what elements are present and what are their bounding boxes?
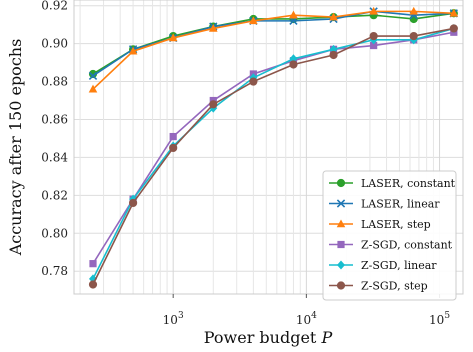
data-point (369, 31, 378, 41)
data-point (209, 100, 218, 109)
legend-swatch-marker (337, 260, 345, 270)
data-point (449, 24, 458, 33)
legend-label: LASER, step (361, 218, 431, 231)
series-z-sgd-step (88, 24, 458, 289)
y-axis-title: Accuracy after 150 epochs (6, 39, 25, 257)
data-point (89, 260, 97, 268)
legend: LASER, constant LASER, linear LASER, step Z… (322, 170, 457, 301)
legend-label: Z-SGD, step (361, 280, 428, 293)
legend-label: LASER, constant (361, 177, 456, 190)
series-line (92, 10, 454, 77)
y-tick-label: 0.84 (41, 150, 68, 164)
y-tick-label: 0.88 (41, 75, 68, 89)
x-tick-base: 10 (163, 313, 178, 327)
legend-item: LASER, linear (329, 198, 440, 211)
legend-swatch-marker (336, 219, 346, 228)
data-point (169, 143, 178, 153)
y-tick-label: 0.92 (41, 0, 68, 13)
y-tick-label: 0.82 (41, 188, 68, 202)
plot-frame (73, 0, 464, 295)
legend-swatch-marker (336, 199, 346, 208)
legend-item: LASER, step (329, 218, 431, 231)
data-point (169, 132, 177, 141)
series-line (92, 31, 454, 265)
data-point (128, 198, 138, 208)
x-axis-title-text: Power budget (204, 328, 317, 347)
x-axis-title: Power budget P (204, 328, 333, 347)
x-axis-title-symbol: P (320, 328, 332, 347)
x-tick-base: 10 (296, 313, 311, 327)
data-point (88, 84, 98, 93)
legend-label: Z-SGD, linear (361, 259, 437, 272)
data-point (369, 6, 378, 15)
series-line (92, 10, 454, 90)
data-point (88, 280, 98, 289)
x-axis: 103 104 105 (163, 294, 450, 327)
y-tick-label: 0.86 (41, 112, 68, 126)
data-point (168, 33, 178, 42)
x-tick-exponent: 3 (178, 311, 184, 321)
data-point (370, 41, 378, 50)
data-point (329, 12, 338, 21)
x-tick-label: 103 (163, 311, 184, 327)
data-point (409, 31, 418, 41)
series-line (92, 12, 454, 75)
data-point (289, 60, 298, 69)
data-point (289, 10, 298, 19)
data-point (409, 14, 418, 24)
legend-item: LASER, constant (329, 177, 456, 190)
legend-item: Z-SGD, constant (329, 239, 453, 252)
y-tick-label: 0.78 (41, 264, 68, 278)
legend-label: Z-SGD, constant (361, 239, 453, 252)
data-point (329, 50, 338, 60)
legend-swatch-marker (336, 178, 346, 188)
legend-label: LASER, linear (361, 198, 440, 211)
data-point (128, 46, 138, 55)
y-tick-label: 0.80 (41, 226, 68, 240)
data-point (249, 16, 258, 25)
data-point (88, 71, 98, 81)
legend-item: Z-SGD, linear (329, 259, 437, 272)
y-tick-label: 0.90 (41, 37, 68, 51)
data-point (409, 6, 419, 15)
legend-swatch-marker (336, 281, 346, 290)
legend-box (322, 170, 457, 301)
data-point (249, 77, 258, 86)
series-line (92, 27, 454, 285)
x-tick-base: 10 (429, 313, 444, 327)
x-tick-exponent: 5 (444, 311, 450, 321)
series-laser-step (88, 6, 459, 93)
series-group (88, 6, 459, 289)
x-tick-label: 105 (429, 311, 450, 327)
legend-item: Z-SGD, step (329, 280, 428, 293)
series-line (92, 27, 455, 280)
legend-swatch-marker (337, 240, 345, 249)
data-point (449, 8, 459, 17)
x-tick-exponent: 4 (311, 311, 317, 321)
y-axis: 0.78 0.80 0.82 0.84 0.86 0.88 0.90 0.92 (41, 0, 68, 278)
x-tick-label: 104 (296, 311, 317, 327)
data-point (208, 23, 218, 32)
